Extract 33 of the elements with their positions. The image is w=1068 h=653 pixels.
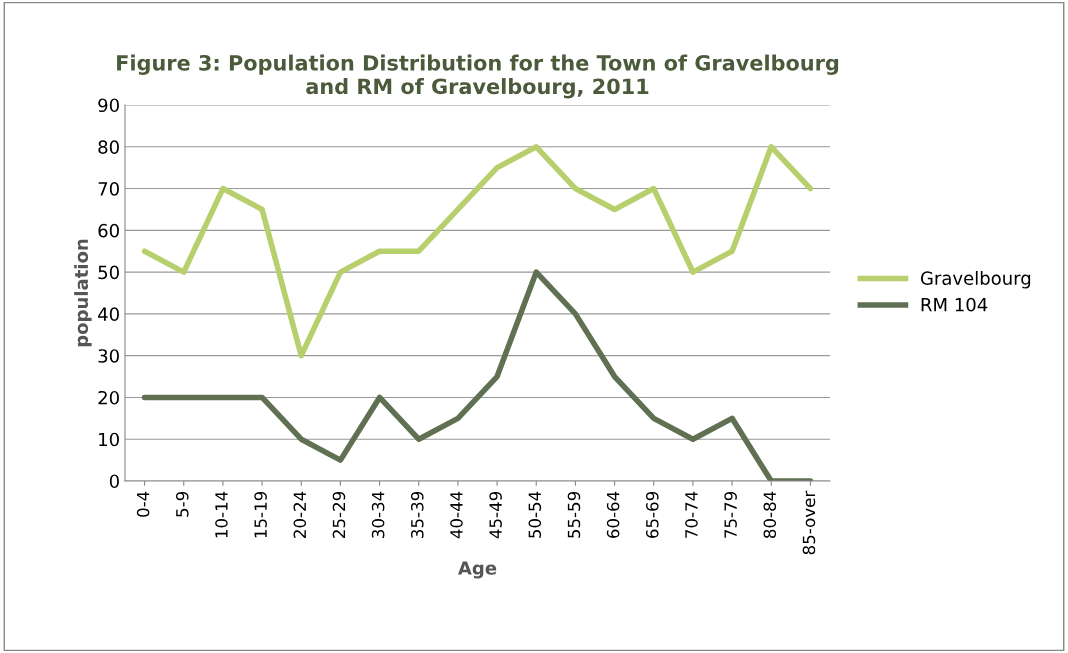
y-tick-label: 10 bbox=[99, 432, 119, 447]
x-tick-label: 85-over bbox=[802, 490, 816, 555]
x-tick-label: 0-4 bbox=[136, 491, 150, 517]
chart-title: Figure 3: Population Distribution for the Town of Gravelbourg and RM of Gravelbourg, 2011 bbox=[117, 54, 839, 99]
x-tick-label: 25-29 bbox=[332, 491, 346, 538]
x-tick-label: 80-84 bbox=[763, 491, 777, 539]
x-tick-label: 5-9 bbox=[175, 491, 189, 517]
x-tick-label: 45-49 bbox=[489, 491, 502, 539]
y-tick-label: 40 bbox=[98, 307, 119, 322]
x-tick-label: 50-54 bbox=[528, 491, 542, 538]
y-tick-label: 0 bbox=[109, 474, 119, 489]
x-tick-label: 10-14 bbox=[215, 491, 228, 538]
y-tick-label: 70 bbox=[98, 182, 119, 196]
y-tick-label: 50 bbox=[98, 265, 119, 280]
x-tick-label: 40-44 bbox=[450, 491, 463, 539]
y-tick-label: 20 bbox=[98, 390, 119, 405]
y-tick-label: 80 bbox=[98, 140, 119, 154]
y-tick-label: 30 bbox=[98, 349, 119, 363]
x-tick-label: 30-34 bbox=[371, 491, 385, 538]
y-tick-label: 90 bbox=[98, 98, 119, 113]
x-axis-title: Age bbox=[458, 561, 497, 579]
x-tick-label: 55-59 bbox=[567, 491, 581, 538]
legend-label: RM 104 bbox=[921, 297, 988, 312]
x-tick-label: 65-69 bbox=[645, 491, 659, 538]
x-tick-label: 70-74 bbox=[685, 491, 698, 538]
y-tick-label: 60 bbox=[98, 223, 119, 238]
x-tick-label: 20-24 bbox=[293, 491, 307, 538]
x-tick-label: 35-39 bbox=[410, 491, 424, 538]
legend-label: Gravelbourg bbox=[920, 271, 1031, 289]
y-axis-title: population bbox=[74, 239, 92, 347]
x-tick-label: 75-79 bbox=[724, 491, 737, 538]
x-tick-label: 60-64 bbox=[606, 491, 620, 538]
x-tick-label: 15-19 bbox=[254, 491, 267, 538]
